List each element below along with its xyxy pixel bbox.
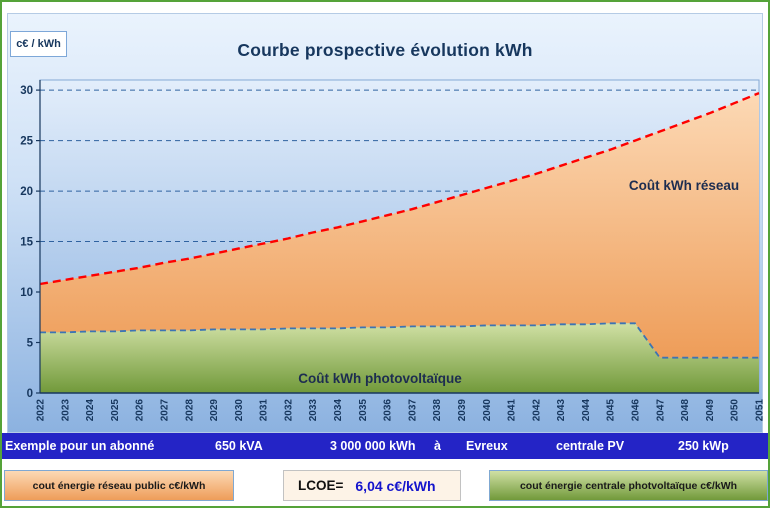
x-tick-label: 2028 <box>184 399 195 422</box>
pv-line <box>40 322 759 359</box>
x-tick-label: 2029 <box>209 399 220 422</box>
info-band: Exemple pour un abonné 650 kVA 3 000 000… <box>2 433 768 459</box>
lcoe-label: LCOE= <box>298 478 344 493</box>
x-tick-label: 2024 <box>85 399 96 422</box>
info-kwh-value: 3 000 000 kWh <box>330 439 416 453</box>
legend-network-box: cout énergie réseau public c€/kWh <box>4 470 234 501</box>
x-tick-label: 2037 <box>407 399 418 422</box>
x-tick-label: 2043 <box>556 399 567 422</box>
x-tick-label: 2036 <box>383 399 394 422</box>
legend-network-label: cout énergie réseau public c€/kWh <box>32 479 206 492</box>
x-tick-label: 2045 <box>606 399 617 422</box>
lcoe-value: 6,04 c€/kWh <box>355 477 436 494</box>
info-a-word: à <box>434 439 441 453</box>
x-tick-label: 2042 <box>531 399 542 422</box>
x-tick-label: 2048 <box>680 399 691 422</box>
y-axis-unit-label: c€ / kWh <box>10 31 67 57</box>
x-tick-label: 2044 <box>581 399 592 422</box>
y-tick-label: 20 <box>20 186 33 198</box>
x-tick-label: 2035 <box>358 399 369 422</box>
x-tick-label: 2025 <box>110 399 121 422</box>
info-pv-plant-label: centrale PV <box>556 439 625 453</box>
pv-area-label: Coût kWh photovoltaïque <box>298 371 462 386</box>
y-tick-label: 0 <box>27 388 33 400</box>
x-tick-label: 2032 <box>283 399 294 422</box>
x-tick-label: 2027 <box>160 399 171 422</box>
x-tick-label: 2031 <box>259 399 270 422</box>
pv-area <box>40 323 759 393</box>
chart-title: Courbe prospective évolution kWh <box>237 40 533 60</box>
info-kva-value: 650 kVA <box>215 439 263 453</box>
network-line <box>39 91 760 286</box>
x-tick-label: 2023 <box>60 399 71 422</box>
y-tick-label: 5 <box>27 338 34 350</box>
x-tick-label: 2038 <box>432 399 443 422</box>
legend-pv-label: cout énergie centrale photvoltaïque c€/k… <box>519 479 738 492</box>
chart[interactable]: c€ / kWh Courbe prospective évolution kW… <box>7 13 765 433</box>
x-tick-label: 2039 <box>457 399 468 422</box>
info-subscriber-label: Exemple pour un abonné <box>5 439 155 453</box>
x-tick-label: 2026 <box>135 399 146 422</box>
x-tick-label: 2049 <box>705 399 716 422</box>
x-tick-label: 2034 <box>333 399 344 422</box>
x-tick-label: 2022 <box>36 399 47 422</box>
x-tick-label: 2040 <box>482 399 493 422</box>
y-tick-label: 30 <box>20 85 33 97</box>
y-tick-label: 25 <box>20 136 33 148</box>
network-area <box>40 93 759 358</box>
info-kwp-value: 250 kWp <box>678 439 729 453</box>
legend-pv-box: cout énergie centrale photvoltaïque c€/k… <box>489 470 768 501</box>
x-tick-label: 2047 <box>655 399 666 422</box>
x-tick-label: 2050 <box>730 399 741 422</box>
y-tick-label: 10 <box>20 287 33 299</box>
lcoe-box[interactable]: LCOE= 6,04 c€/kWh <box>283 470 461 501</box>
y-tick-label: 15 <box>20 237 33 249</box>
x-tick-label: 2033 <box>308 399 319 422</box>
x-tick-label: 2051 <box>755 399 765 422</box>
x-tick-label: 2041 <box>507 399 518 422</box>
network-area-label: Coût kWh réseau <box>629 178 739 193</box>
x-tick-label: 2030 <box>234 399 245 422</box>
info-city-value: Evreux <box>466 439 508 453</box>
x-tick-label: 2046 <box>631 399 642 422</box>
